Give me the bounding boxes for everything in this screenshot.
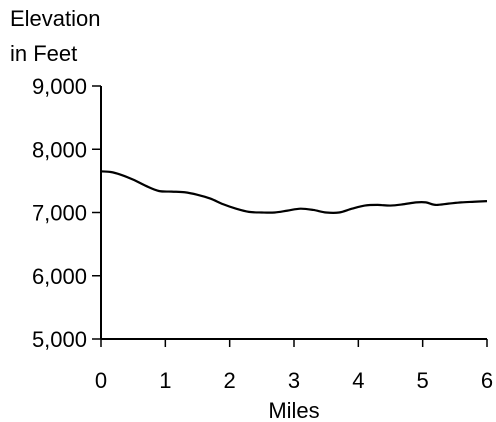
y-tick-label: 8,000 bbox=[32, 137, 87, 162]
ticks: 0 1 2 3 4 5 6 5,000 6,000 7,000 8,000 9,000 bbox=[32, 74, 493, 393]
y-tick-label: 9,000 bbox=[32, 74, 87, 99]
x-tick-label: 5 bbox=[417, 368, 429, 393]
x-tick-label: 4 bbox=[352, 368, 364, 393]
x-tick-label: 1 bbox=[159, 368, 171, 393]
y-tick-label: 7,000 bbox=[32, 201, 87, 226]
axes bbox=[100, 86, 487, 340]
y-tick-label: 6,000 bbox=[32, 264, 87, 289]
series bbox=[100, 170, 488, 214]
x-tick-label: 2 bbox=[224, 368, 236, 393]
x-tick-label: 0 bbox=[95, 368, 107, 393]
elevation-series-line bbox=[100, 170, 488, 214]
y-axis-label-line-1: Elevation bbox=[10, 6, 101, 31]
y-tick-label: 5,000 bbox=[32, 327, 87, 352]
x-tick-label: 6 bbox=[481, 368, 493, 393]
y-axis-label-line-2: in Feet bbox=[10, 41, 78, 66]
x-axis-label: Miles bbox=[268, 398, 319, 422]
x-tick-label: 3 bbox=[288, 368, 300, 393]
